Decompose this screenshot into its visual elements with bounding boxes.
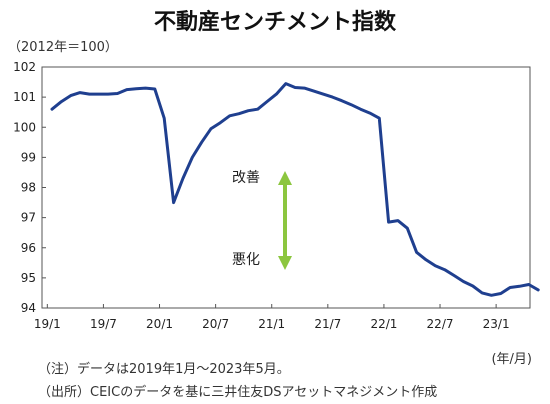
y-tick-label: 99 — [21, 150, 36, 164]
y-tick-label: 95 — [21, 271, 36, 285]
y-axis-unit-label: （2012年＝100） — [8, 40, 118, 55]
x-tick-labels: 19/1 19/7 20/1 20/7 21/1 21/7 22/1 22/7 23/1 — [34, 317, 510, 331]
x-tick-label: 19/7 — [90, 317, 117, 331]
y-tick-label: 97 — [21, 211, 36, 225]
annotation-worsen: 悪化 — [232, 252, 260, 268]
chart-axes — [41, 66, 531, 309]
y-tick-labels: 94 95 96 97 98 99 100 101 102 — [13, 60, 36, 315]
x-tick-label: 23/1 — [483, 317, 510, 331]
x-axis-unit-label: (年/月) — [491, 352, 532, 367]
x-tick-label: 21/7 — [314, 317, 341, 331]
x-tick-label: 19/1 — [34, 317, 61, 331]
y-tick-label: 101 — [13, 90, 36, 104]
arrow-head-up — [278, 171, 292, 185]
y-tick-label: 98 — [21, 181, 36, 195]
footnote-data-period: （注）データは2019年1月～2023年5月。 — [38, 362, 290, 377]
x-tick-label: 21/1 — [258, 317, 285, 331]
x-tick-label: 22/7 — [427, 317, 454, 331]
series-line-sentiment-index — [50, 82, 540, 297]
y-tick-label: 100 — [13, 120, 36, 134]
x-tick-label: 22/1 — [370, 317, 397, 331]
improve-worsen-arrow — [278, 171, 292, 270]
y-tick-label: 102 — [13, 60, 36, 74]
y-tick-label: 96 — [21, 241, 36, 255]
x-tick-label: 20/7 — [202, 317, 229, 331]
chart-title: 不動産センチメント指数 — [153, 10, 396, 35]
annotation-improve: 改善 — [232, 170, 260, 186]
arrow-head-down — [278, 256, 292, 270]
footnote-source: （出所）CEICのデータを基に三井住友DSアセットマネジメント作成 — [38, 385, 438, 400]
x-tick-label: 20/1 — [146, 317, 173, 331]
y-tick-label: 94 — [21, 301, 36, 315]
